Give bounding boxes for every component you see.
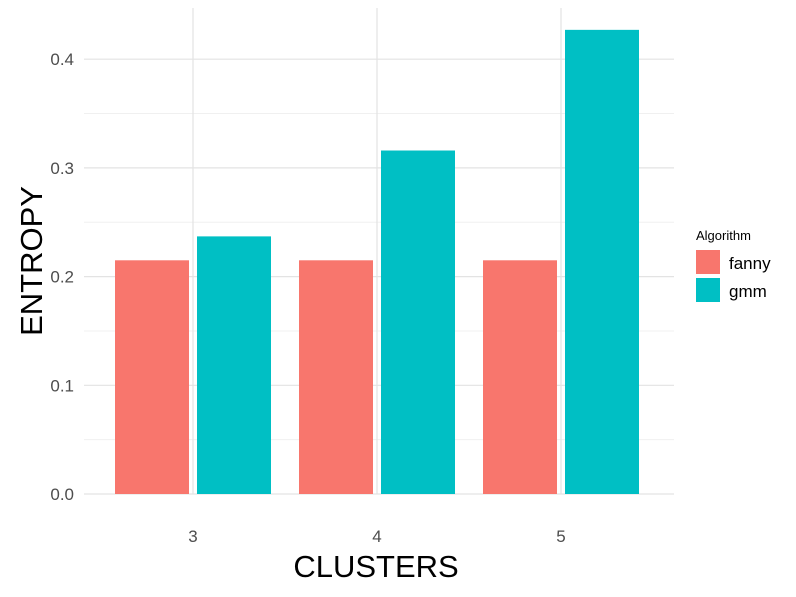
y-axis-ticks: 0.0 0.1 0.2 0.3 0.4 xyxy=(50,50,74,504)
legend-title: Algorithm xyxy=(696,228,751,243)
bar-fanny-3 xyxy=(115,260,189,494)
y-tick-label: 0.1 xyxy=(50,376,74,395)
y-tick-label: 0.2 xyxy=(50,268,74,287)
bar-fanny-4 xyxy=(299,260,373,494)
x-tick-label: 5 xyxy=(556,527,565,546)
y-tick-label: 0.4 xyxy=(50,50,74,69)
x-tick-label: 3 xyxy=(188,527,197,546)
y-tick-label: 0.3 xyxy=(50,159,74,178)
y-tick-label: 0.0 xyxy=(50,485,74,504)
bar-gmm-4 xyxy=(381,150,455,494)
bar-gmm-3 xyxy=(197,236,271,495)
legend-key-gmm xyxy=(696,278,720,302)
legend-label-gmm: gmm xyxy=(729,282,767,301)
legend-label-fanny: fanny xyxy=(729,254,771,273)
x-axis-title: CLUSTERS xyxy=(293,549,458,584)
legend-items: fanny gmm xyxy=(696,250,771,302)
legend-key-fanny xyxy=(696,250,720,274)
x-tick-label: 4 xyxy=(372,527,381,546)
y-axis-title: ENTROPY xyxy=(14,186,49,336)
x-axis-ticks: 3 4 5 xyxy=(188,527,565,546)
legend: Algorithm fanny gmm xyxy=(696,228,771,302)
bars-layer xyxy=(115,29,639,495)
bar-fanny-5 xyxy=(483,260,557,494)
bar-gmm-5 xyxy=(565,29,639,494)
